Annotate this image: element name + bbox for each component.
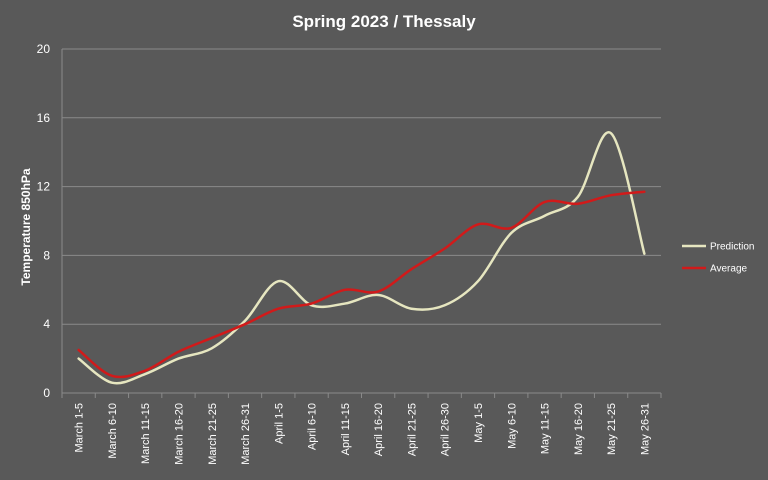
data-point-average (376, 290, 380, 294)
data-point-prediction (609, 131, 613, 135)
data-point-prediction (176, 357, 180, 361)
x-tick-label: April 6-10 (307, 403, 319, 450)
x-tick-label: March 21-25 (207, 403, 219, 465)
x-tick-label: May 11-15 (540, 403, 552, 454)
data-point-prediction (143, 372, 147, 376)
x-tick-label: April 21-25 (406, 403, 418, 456)
data-point-prediction (409, 307, 413, 311)
chart-title: Spring 2023 / Thessaly (292, 12, 476, 31)
x-tick-label: May 26-31 (639, 403, 651, 455)
legend-label-prediction: Prediction (710, 242, 754, 253)
data-point-average (176, 350, 180, 354)
x-tick-label: May 6-10 (506, 403, 518, 449)
series-line-prediction (77, 131, 646, 385)
data-point-average (77, 348, 81, 352)
y-tick-label: 8 (43, 248, 50, 262)
data-point-prediction (110, 381, 114, 385)
data-point-prediction (210, 346, 214, 350)
data-point-average (310, 302, 314, 306)
data-point-average (443, 247, 447, 251)
data-point-average (110, 374, 114, 378)
data-point-prediction (77, 357, 81, 361)
x-tick-label: April 26-30 (440, 403, 452, 456)
legend: Prediction Average (682, 242, 754, 275)
x-tick-label: May 21-25 (606, 403, 618, 455)
data-point-prediction (543, 214, 547, 218)
data-point-average (210, 336, 214, 340)
y-tick-label: 16 (37, 111, 51, 125)
y-tick-label: 0 (43, 386, 50, 400)
x-tick-label: April 1-5 (273, 403, 285, 444)
data-point-prediction (642, 252, 646, 256)
data-point-average (276, 307, 280, 311)
data-point-average (642, 190, 646, 194)
x-tick-label: May 1-5 (473, 403, 485, 443)
x-tick-label: May 16-20 (573, 403, 585, 455)
data-point-prediction (243, 319, 247, 323)
series-line-average (77, 190, 646, 379)
data-point-prediction (443, 303, 447, 307)
series-layer (77, 131, 646, 385)
y-tick-label: 4 (43, 317, 50, 331)
data-point-average (509, 226, 513, 230)
x-tick-label: March 6-10 (107, 403, 119, 459)
x-tick-label: March 1-5 (74, 403, 86, 453)
data-point-prediction (576, 195, 580, 199)
data-point-average (609, 193, 613, 197)
x-tick-label: March 26-31 (240, 403, 252, 465)
data-point-prediction (343, 302, 347, 306)
x-tick-label: March 16-20 (173, 403, 185, 465)
data-point-average (476, 222, 480, 226)
data-point-average (243, 322, 247, 326)
axis-layer: 0 4 8 12 16 20 March 1-5 March 6-10 March 11-15 M… (37, 42, 662, 465)
data-point-average (409, 267, 413, 271)
x-tick-label: April 16-20 (373, 403, 385, 456)
x-tick-label: March 11-15 (140, 403, 152, 464)
y-axis-label: Temperature 850hPa (19, 168, 33, 285)
legend-label-average: Average (710, 264, 748, 275)
data-point-prediction (476, 279, 480, 283)
data-point-prediction (276, 279, 280, 283)
data-point-average (543, 200, 547, 204)
grid-layer (62, 48, 661, 325)
x-tick-label: April 11-15 (340, 403, 352, 455)
data-point-average (143, 369, 147, 373)
data-point-prediction (509, 231, 513, 235)
data-point-average (576, 202, 580, 206)
y-tick-label: 12 (37, 180, 51, 194)
y-tick-label: 20 (37, 42, 51, 56)
data-point-prediction (376, 293, 380, 297)
data-point-average (343, 288, 347, 292)
